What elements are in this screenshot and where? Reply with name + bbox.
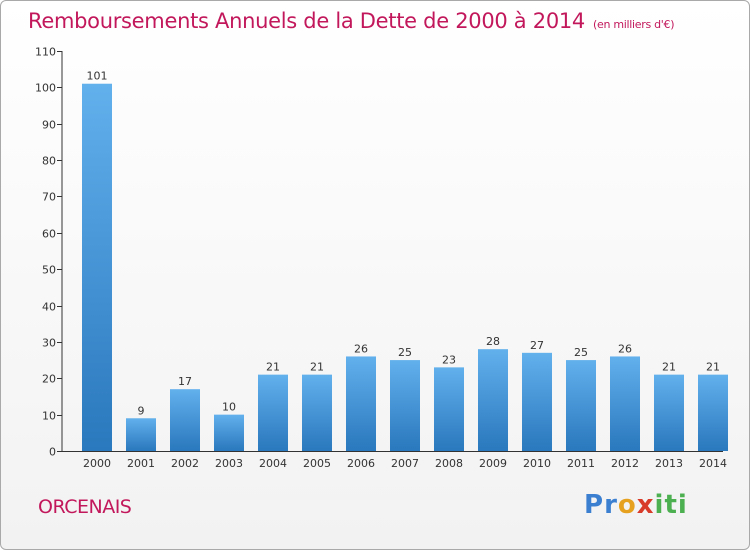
- bar: [698, 374, 728, 451]
- y-tick-label: 20: [42, 373, 56, 386]
- bar: [346, 356, 376, 451]
- x-tick-label: 2003: [215, 457, 243, 470]
- y-tick-label: 90: [42, 119, 56, 132]
- bar: [82, 83, 112, 452]
- logo-letter: t: [664, 490, 678, 520]
- x-tick-label: 2000: [83, 457, 111, 470]
- bar-value-label: 26: [354, 342, 368, 355]
- x-tick-label: 2008: [435, 457, 463, 470]
- bar-value-label: 23: [442, 353, 456, 366]
- bar: [610, 356, 640, 451]
- bar: [478, 349, 508, 451]
- bar: [654, 374, 684, 451]
- bar-value-label: 26: [618, 342, 632, 355]
- y-tick-label: 70: [42, 191, 56, 204]
- logo-letter: P: [584, 490, 605, 520]
- bar: [390, 360, 420, 451]
- logo-letter: o: [617, 490, 637, 520]
- logo-letter: r: [604, 490, 618, 520]
- bar: [214, 414, 244, 451]
- bar: [126, 418, 156, 451]
- bar-value-label: 101: [87, 70, 108, 83]
- logo-letter: x: [636, 490, 655, 520]
- chart-title-text: Remboursements Annuels de la Dette de 20…: [28, 9, 585, 33]
- bar: [258, 374, 288, 451]
- bar-value-label: 21: [662, 361, 676, 374]
- commune-name: ORCENAIS: [38, 496, 132, 518]
- logo-letter: i: [654, 490, 665, 520]
- chart-unit: (en milliers d'€): [593, 18, 675, 31]
- bar-value-label: 17: [178, 375, 192, 388]
- x-tick-label: 2011: [567, 457, 595, 470]
- y-tick-label: 110: [35, 46, 56, 59]
- x-tick-label: 2005: [303, 457, 331, 470]
- y-tick-label: 40: [42, 301, 56, 314]
- logo-letter: i: [677, 490, 688, 520]
- x-tick-label: 2009: [479, 457, 507, 470]
- bar: [522, 352, 552, 451]
- bar: [302, 374, 332, 451]
- bar-value-label: 28: [486, 335, 500, 348]
- y-tick-label: 0: [49, 446, 56, 459]
- x-tick-label: 2007: [391, 457, 419, 470]
- bar-value-label: 25: [574, 346, 588, 359]
- x-tick-label: 2001: [127, 457, 155, 470]
- x-tick-label: 2014: [699, 457, 727, 470]
- bar: [434, 367, 464, 451]
- x-tick-label: 2013: [655, 457, 683, 470]
- y-tick-label: 10: [42, 410, 56, 423]
- y-tick-label: 100: [35, 82, 56, 95]
- bar-value-label: 21: [266, 361, 280, 374]
- bar-value-label: 21: [310, 361, 324, 374]
- y-tick-label: 50: [42, 264, 56, 277]
- x-tick-label: 2004: [259, 457, 287, 470]
- y-tick-label: 60: [42, 228, 56, 241]
- bar-value-label: 21: [706, 361, 720, 374]
- y-tick-label: 30: [42, 337, 56, 350]
- x-tick-label: 2002: [171, 457, 199, 470]
- proxiti-logo: Proxiti: [584, 490, 688, 520]
- y-tick-label: 80: [42, 155, 56, 168]
- bar-value-label: 27: [530, 339, 544, 352]
- chart-title: Remboursements Annuels de la Dette de 20…: [28, 9, 674, 33]
- x-tick-label: 2012: [611, 457, 639, 470]
- bar-value-label: 25: [398, 346, 412, 359]
- bar-value-label: 10: [222, 401, 236, 414]
- bar-value-label: 9: [138, 404, 145, 417]
- bar: [566, 360, 596, 451]
- x-tick-label: 2010: [523, 457, 551, 470]
- bar: [170, 389, 200, 451]
- x-tick-label: 2006: [347, 457, 375, 470]
